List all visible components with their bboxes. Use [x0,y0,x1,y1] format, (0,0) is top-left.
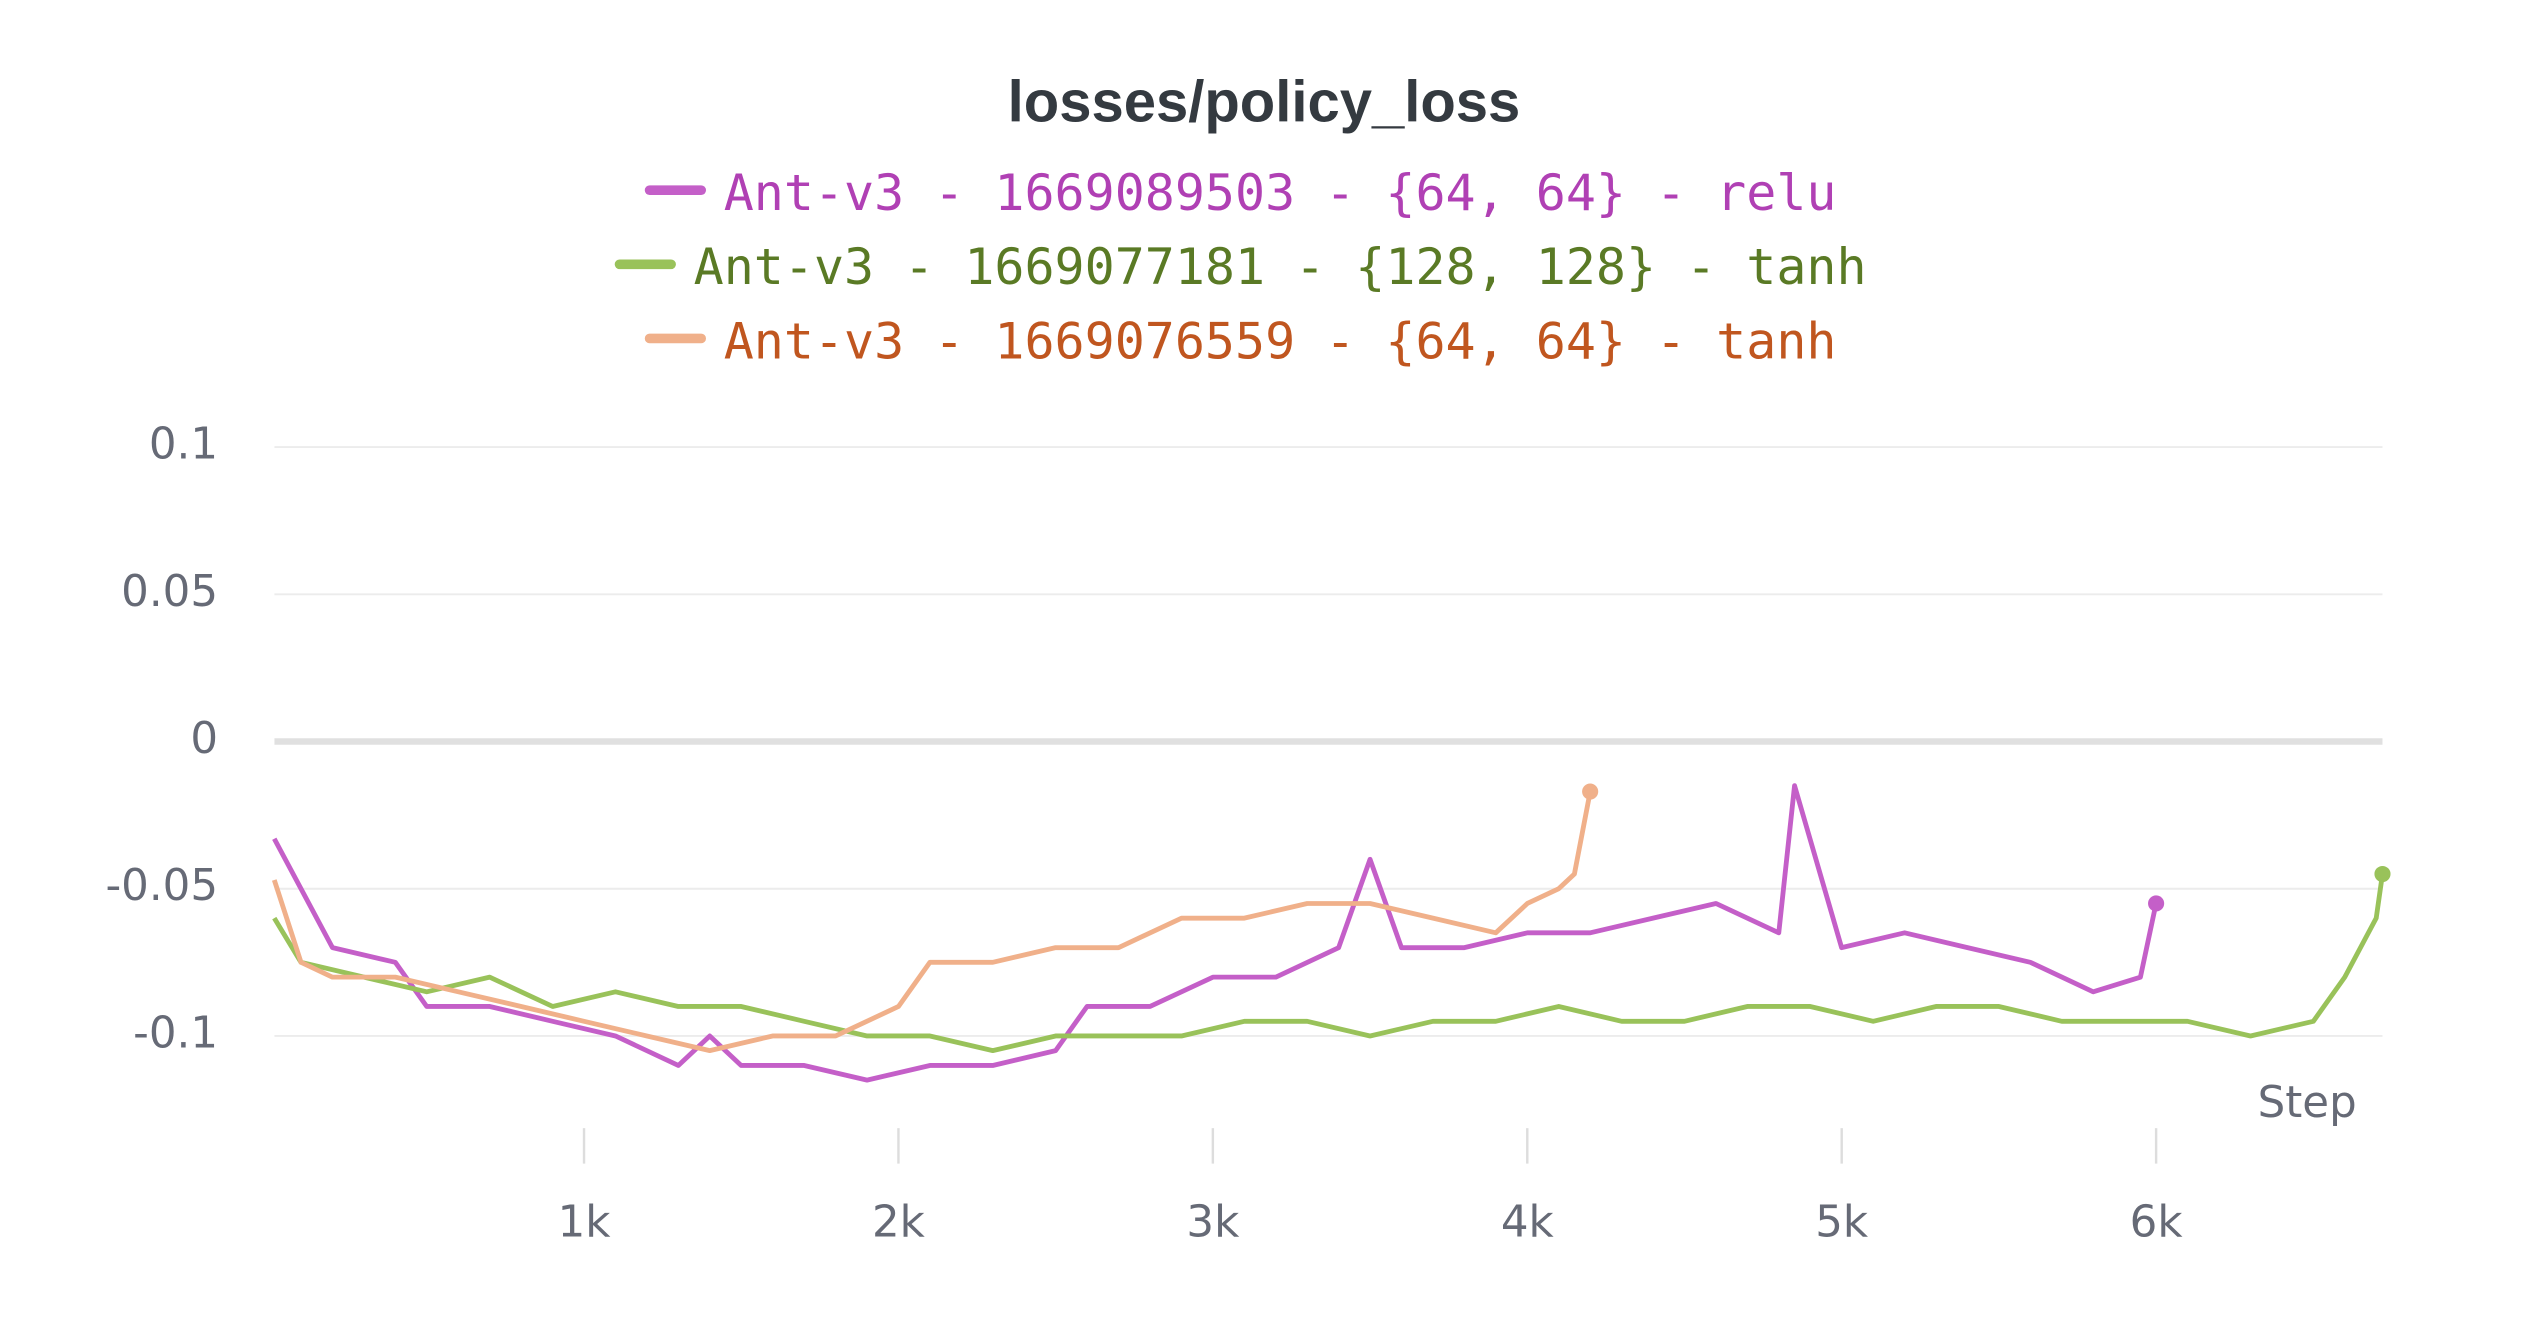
y-tick-label: 0.1 [149,420,218,470]
chart-title: losses/policy_loss [1008,70,1521,135]
series-line [272,873,2385,1054]
x-tick-label: 1k [558,1197,612,1247]
end-point [2374,865,2391,883]
x-tick-label: 5k [1815,1197,1869,1247]
x-tick-label: 4k [1501,1197,1555,1247]
y-tick-label: 0.05 [121,567,218,617]
end-point [1582,783,1599,800]
x-tick-label: 3k [1186,1197,1240,1247]
y-tick-label: -0.1 [133,1008,218,1058]
legend-label: Ant-v3 - 1669089503 - {64, 64} - relu [724,164,1837,222]
legend-label: Ant-v3 - 1669077181 - {128, 128} - tanh [694,238,1867,296]
series-line [272,783,2159,1083]
y-tick-label: -0.05 [105,861,218,911]
series-line [271,791,1593,1054]
x-tick-label: 2k [872,1197,926,1247]
end-point [2148,895,2165,912]
legend-label: Ant-v3 - 1669076559 - {64, 64} - tanh [724,312,1837,370]
x-tick-label: 6k [2130,1197,2184,1247]
y-tick-label: 0 [190,714,218,764]
x-axis-label: Step [2258,1078,2357,1128]
